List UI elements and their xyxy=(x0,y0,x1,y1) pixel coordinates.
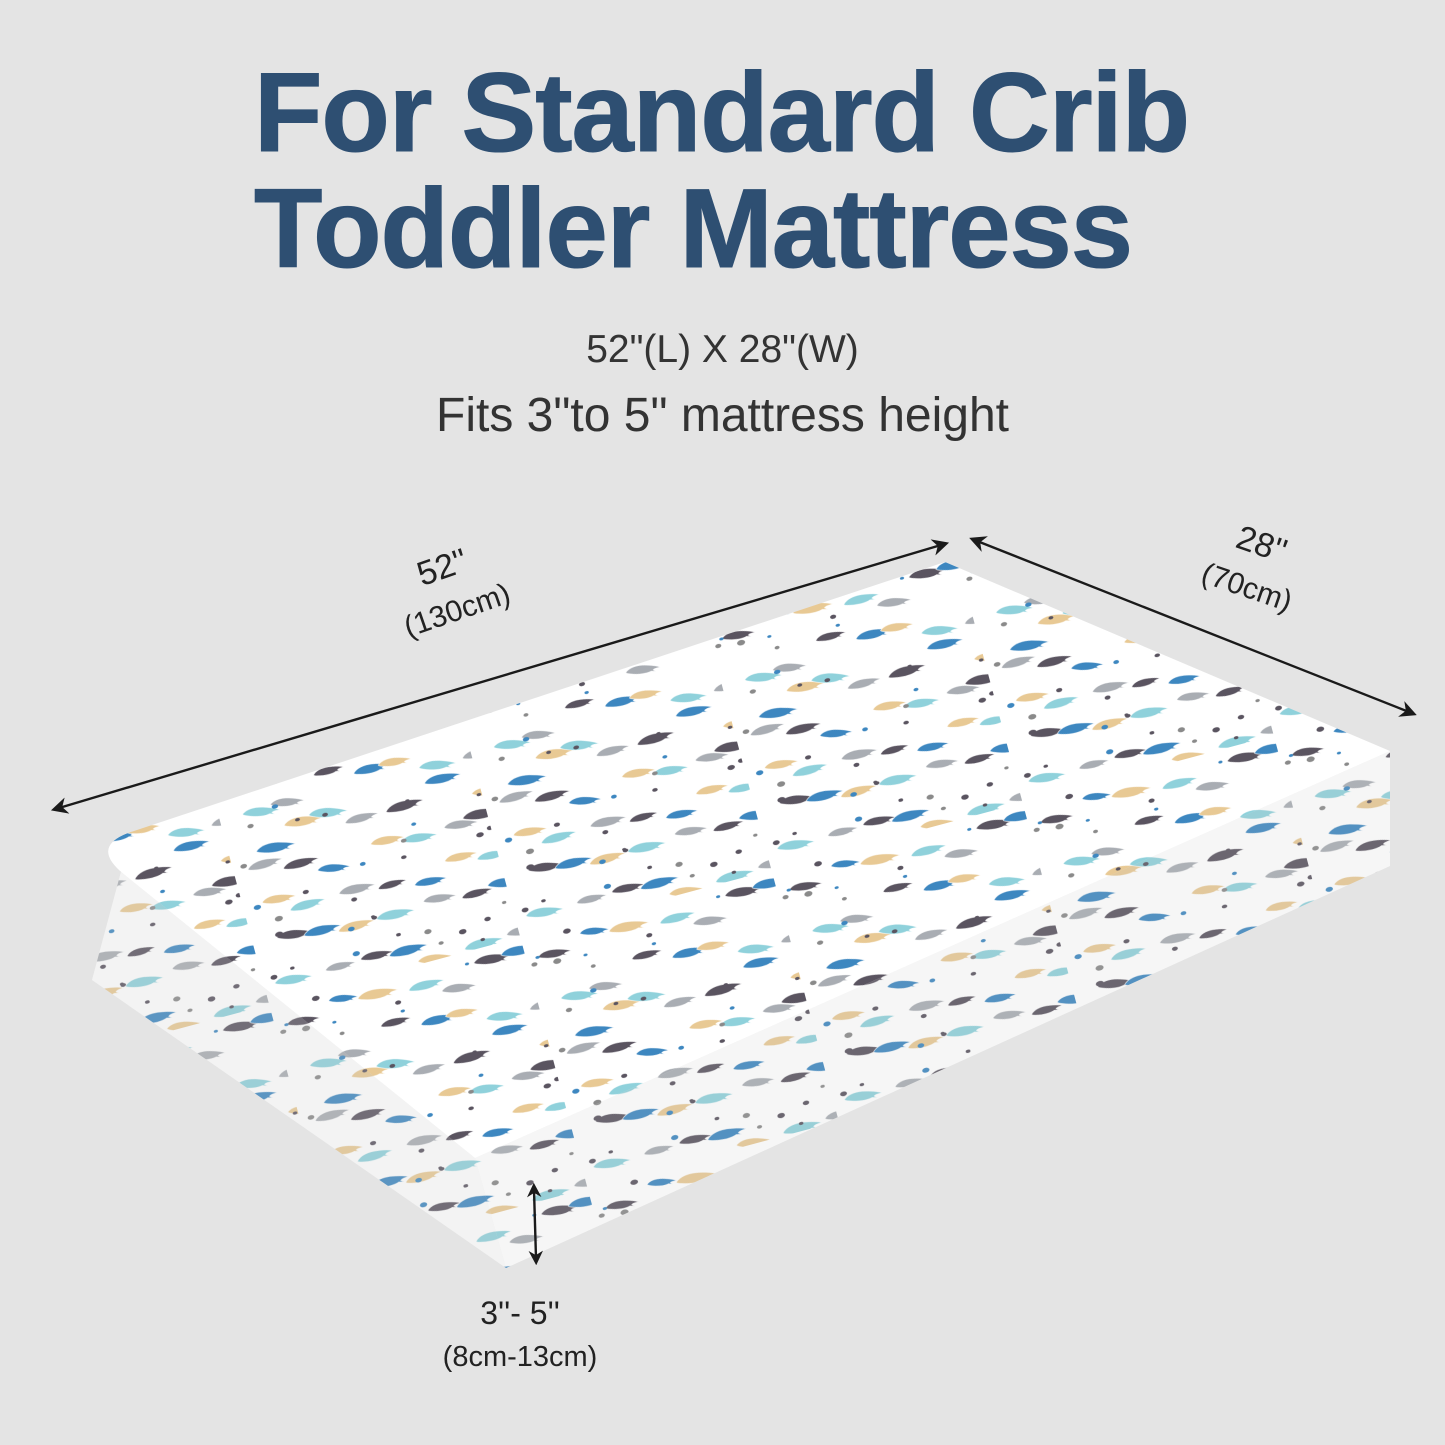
svg-text:(130cm): (130cm) xyxy=(400,577,515,644)
svg-text:(8cm-13cm): (8cm-13cm) xyxy=(443,1341,598,1373)
svg-text:(70cm): (70cm) xyxy=(1197,557,1296,619)
svg-text:52'': 52'' xyxy=(412,541,472,593)
svg-text:28'': 28'' xyxy=(1231,518,1291,570)
svg-text:3''- 5'': 3''- 5'' xyxy=(480,1295,560,1331)
